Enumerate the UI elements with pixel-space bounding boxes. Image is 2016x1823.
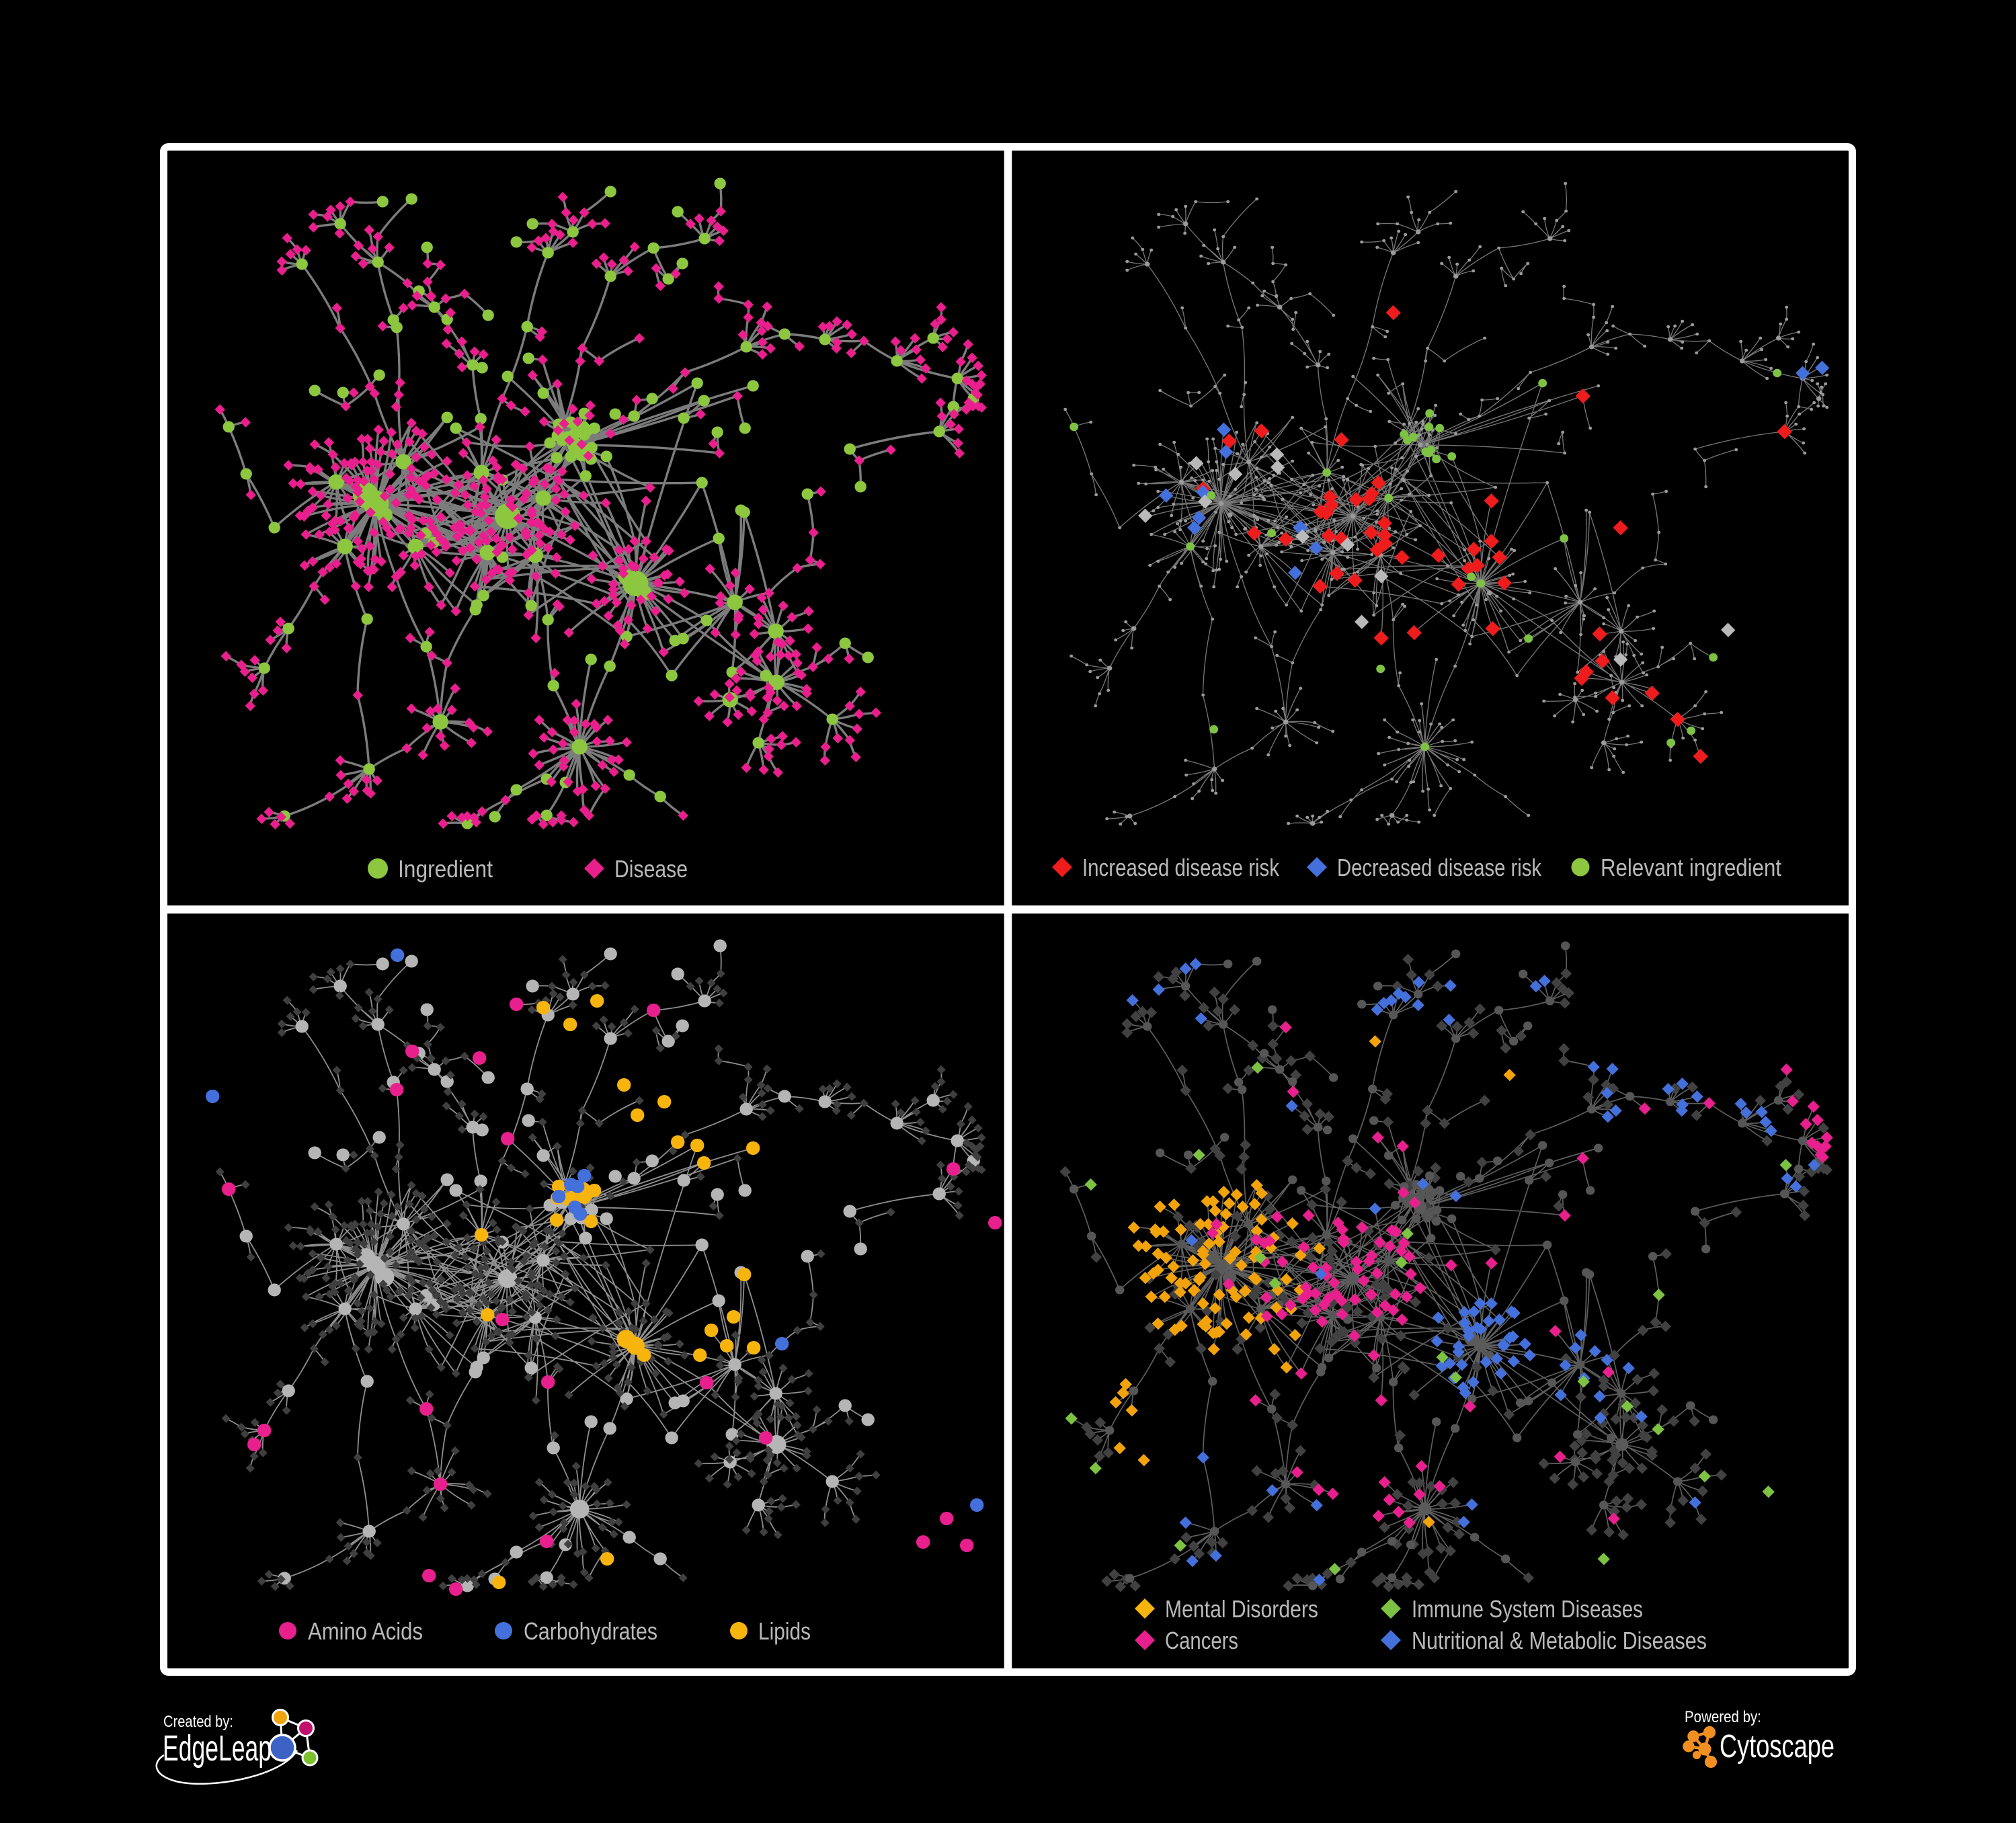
svg-text:Nutritional & Metabolic Diseas: Nutritional & Metabolic Diseases bbox=[1412, 1627, 1707, 1654]
svg-text:Mental Disorders: Mental Disorders bbox=[1165, 1595, 1318, 1623]
svg-text:Increased disease risk: Increased disease risk bbox=[1082, 854, 1280, 881]
svg-text:Ingredient: Ingredient bbox=[398, 855, 493, 883]
svg-text:Cytoscape: Cytoscape bbox=[1720, 1729, 1834, 1765]
svg-text:Immune System Diseases: Immune System Diseases bbox=[1412, 1595, 1643, 1623]
svg-text:Powered by:: Powered by: bbox=[1685, 1708, 1761, 1726]
svg-text:Cancers: Cancers bbox=[1165, 1627, 1238, 1654]
svg-text:Created by:: Created by: bbox=[163, 1713, 233, 1731]
svg-text:Relevant ingredient: Relevant ingredient bbox=[1601, 854, 1781, 881]
svg-text:Carbohydrates: Carbohydrates bbox=[524, 1617, 657, 1645]
svg-text:Decreased disease risk: Decreased disease risk bbox=[1337, 854, 1542, 881]
svg-text:EdgeLeap: EdgeLeap bbox=[163, 1728, 272, 1769]
svg-text:Lipids: Lipids bbox=[758, 1617, 811, 1645]
svg-text:Disease: Disease bbox=[614, 855, 688, 883]
svg-text:Amino Acids: Amino Acids bbox=[308, 1617, 423, 1645]
